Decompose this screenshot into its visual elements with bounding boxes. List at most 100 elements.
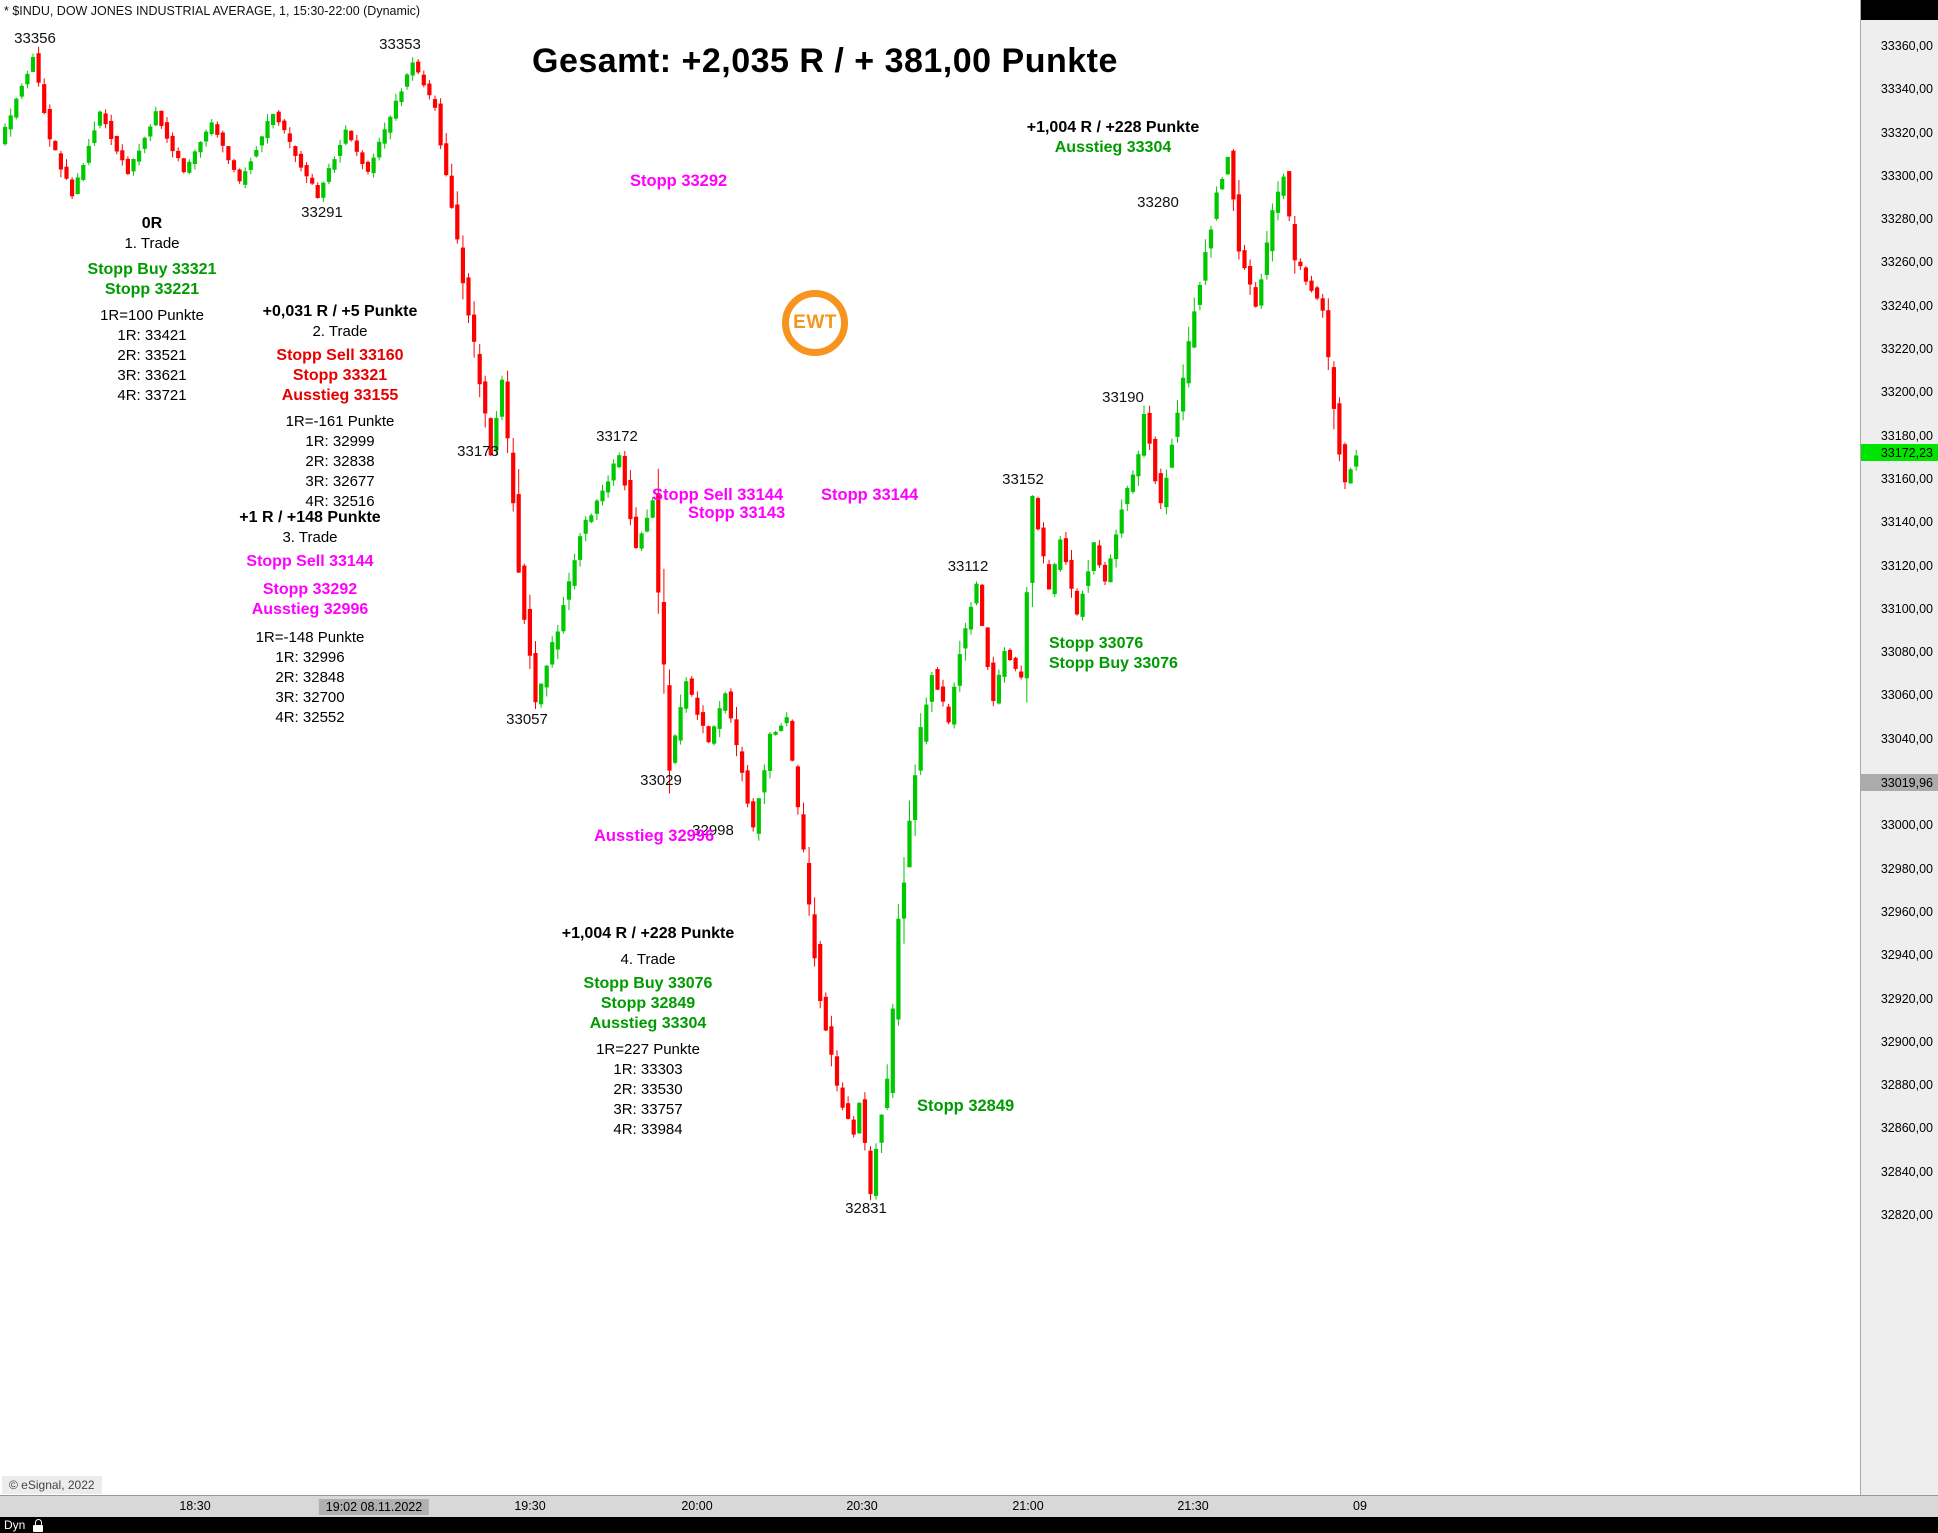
price-tick-label: 32840,00 xyxy=(1880,1164,1933,1179)
candle-body xyxy=(991,662,996,702)
lock-shackle xyxy=(35,1518,43,1526)
trade-info-line: 4R: 33984 xyxy=(613,1121,683,1138)
candle-body xyxy=(790,720,795,761)
time-tick-label: 19:30 xyxy=(514,1499,546,1513)
time-tick-label: 21:00 xyxy=(1012,1499,1044,1513)
candle-body xyxy=(58,153,63,170)
candle-body xyxy=(801,814,806,850)
candle-body xyxy=(1220,179,1225,190)
candle-body xyxy=(377,141,382,158)
candle-body xyxy=(779,725,784,731)
candle-body xyxy=(689,678,694,695)
candle-body xyxy=(1337,403,1342,455)
chart-symbol-title: * $INDU, DOW JONES INDUSTRIAL AVERAGE, 1… xyxy=(4,4,421,18)
candle-body xyxy=(354,140,359,152)
candle-body xyxy=(751,801,756,828)
trade-info-block: 0R 1. Trade Stopp Buy 33321 Stopp 33221 1R=1… xyxy=(88,214,217,406)
candle-body xyxy=(131,159,136,172)
stop-level-label: Stopp 33292 xyxy=(630,172,728,190)
candle-body xyxy=(114,136,119,152)
summary-headline: Gesamt: +2,035 R / + 381,00 Punkte xyxy=(532,42,1118,80)
candle-body xyxy=(159,110,164,126)
candle-body xyxy=(466,277,471,316)
candle-body xyxy=(996,674,1001,704)
candle-body xyxy=(1214,192,1219,219)
candle-body xyxy=(879,1114,884,1143)
candle-body xyxy=(1019,671,1024,678)
price-tick-label: 32960,00 xyxy=(1880,904,1933,919)
candle-body xyxy=(1331,367,1336,409)
candle-body xyxy=(1303,267,1308,282)
swing-price-label: 32831 xyxy=(845,1200,887,1218)
trade-info-line: 1R: 32999 xyxy=(305,433,375,450)
last-price-tag: 33172,23 xyxy=(1861,444,1938,462)
candle-body xyxy=(455,204,460,240)
candle-body xyxy=(1097,545,1102,566)
candle-body xyxy=(645,517,650,532)
candle-body xyxy=(371,157,376,174)
candle-body xyxy=(438,103,443,146)
price-tick-label: 33140,00 xyxy=(1880,515,1933,530)
candle-body xyxy=(1108,558,1113,583)
candle-body xyxy=(1052,564,1057,595)
candle-body xyxy=(1030,496,1035,583)
time-axis[interactable]: 18:30 19:02 08.11.2022 19:30 20:00 20:30 21:0… xyxy=(0,1495,1938,1518)
price-tick-label: 33160,00 xyxy=(1880,471,1933,486)
candle-body xyxy=(3,126,8,145)
trade-info-line: 4R: 32552 xyxy=(275,709,345,726)
trade-info-line: 3R: 32677 xyxy=(305,473,375,490)
swing-price-label: 33057 xyxy=(506,710,548,728)
trade-info-block: +0,031 R / +5 Punkte 2. Trade Stopp Sell 3… xyxy=(263,302,418,512)
trade-info-line: 1R=-161 Punkte xyxy=(285,413,395,430)
candle-body xyxy=(1114,534,1119,560)
candle-body xyxy=(673,735,678,763)
candle-body xyxy=(829,1026,834,1055)
candle-body xyxy=(907,820,912,868)
price-tick-label: 33320,00 xyxy=(1880,125,1933,140)
candle-body xyxy=(30,57,36,72)
chart-canvas[interactable]: * $INDU, DOW JONES INDUSTRIAL AVERAGE, 1… xyxy=(0,0,1860,1495)
trade-info-line: Stopp 33321 xyxy=(292,367,388,384)
candle-body xyxy=(1236,194,1241,252)
candle-body xyxy=(873,1148,879,1196)
candle-body xyxy=(1035,498,1041,530)
candle-body xyxy=(1013,657,1018,669)
price-axis[interactable]: 33172,23 33019,96 33360,00 33340,00 33320,… xyxy=(1860,0,1938,1495)
price-tick-label: 33240,00 xyxy=(1880,298,1933,313)
candle-body xyxy=(444,143,449,176)
candle-body xyxy=(1175,412,1180,437)
candle-body xyxy=(594,500,599,514)
candle-body xyxy=(1169,444,1174,468)
candle-body xyxy=(1125,488,1130,505)
dyn-mode-button[interactable]: Dyn xyxy=(4,1518,26,1532)
candle-body xyxy=(935,669,940,690)
candle-body xyxy=(918,727,923,771)
candle-body xyxy=(1253,287,1258,307)
stop-level-label: Stopp 33144 xyxy=(821,486,919,504)
candle-body xyxy=(92,130,97,143)
trade-info-block: +1,004 R / +228 Punkte 4. Trade Stopp Buy … xyxy=(562,924,735,1140)
lock-icon[interactable] xyxy=(33,1518,44,1532)
candle-body xyxy=(963,628,968,649)
candle-body xyxy=(472,314,477,342)
trade-info-line: 2R: 32848 xyxy=(275,669,345,686)
trade-info-line: 3R: 33757 xyxy=(613,1101,683,1118)
swing-price-label: 33353 xyxy=(379,36,421,54)
candle-body xyxy=(1074,590,1080,615)
candle-body xyxy=(170,135,175,152)
trade-info-line: 0R xyxy=(141,215,163,232)
swing-price-label: 33172 xyxy=(596,427,638,445)
candle-body xyxy=(1326,310,1331,358)
candle-body xyxy=(14,98,19,118)
swing-price-label: 33173 xyxy=(457,442,499,460)
swing-price-label: 33152 xyxy=(1002,471,1044,489)
trade-info-line: 1R: 32996 xyxy=(275,649,345,666)
candle-body xyxy=(1136,454,1141,477)
candle-body xyxy=(153,111,158,126)
candle-body xyxy=(499,379,505,417)
candle-body xyxy=(622,456,627,486)
candle-body xyxy=(321,182,326,198)
candle-body xyxy=(913,775,918,820)
candle-body xyxy=(901,882,907,919)
price-tick-label: 32860,00 xyxy=(1880,1121,1933,1136)
